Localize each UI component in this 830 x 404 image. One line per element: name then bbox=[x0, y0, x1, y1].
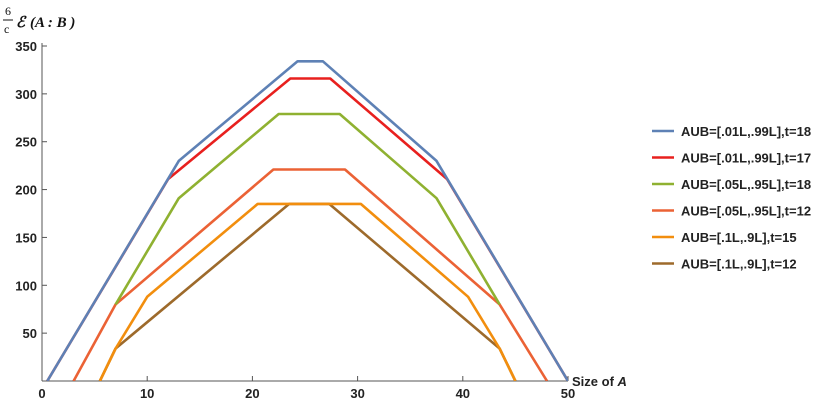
x-tick-label: 0 bbox=[38, 386, 45, 401]
legend: AUB=[.01L,.99L],t=18 AUB=[.01L,.99L],t=17… bbox=[652, 124, 811, 272]
legend-item-4: AUB=[.05L,.95L],t=12 bbox=[652, 204, 811, 219]
series-line-1 bbox=[46, 60, 568, 381]
y-axis-label-symbol: ℰ bbox=[16, 15, 27, 31]
legend-item-6: AUB=[.1L,.9L],t=12 bbox=[652, 257, 797, 272]
x-axis-title-prefix: Size of bbox=[572, 374, 618, 389]
y-tick-label: 200 bbox=[15, 183, 37, 198]
x-tick-label: 10 bbox=[140, 386, 154, 401]
legend-item-5: AUB=[.1L,.9L],t=15 bbox=[652, 230, 797, 245]
x-axis-title: Size of A bbox=[572, 374, 627, 389]
legend-item-2: AUB=[.01L,.99L],t=17 bbox=[652, 151, 811, 166]
legend-label: AUB=[.05L,.95L],t=18 bbox=[681, 177, 811, 192]
legend-label: AUB=[.1L,.9L],t=12 bbox=[681, 257, 797, 272]
plot-lines bbox=[46, 60, 568, 381]
series-line-3 bbox=[114, 112, 501, 306]
x-tick-label: 20 bbox=[245, 386, 259, 401]
series-line-6 bbox=[98, 202, 517, 381]
x-tick-label: 30 bbox=[350, 386, 364, 401]
axes bbox=[41, 43, 568, 382]
series-line-5 bbox=[98, 202, 517, 381]
legend-label: AUB=[.05L,.95L],t=12 bbox=[681, 204, 811, 219]
legend-item-3: AUB=[.05L,.95L],t=18 bbox=[652, 177, 811, 192]
legend-item-1: AUB=[.01L,.99L],t=18 bbox=[652, 124, 811, 139]
x-axis-title-var: A bbox=[617, 374, 627, 389]
legend-label: AUB=[.01L,.99L],t=18 bbox=[681, 124, 811, 139]
series-line-2 bbox=[46, 77, 568, 381]
y-tick-label: 50 bbox=[23, 326, 37, 341]
x-tick-label: 50 bbox=[561, 386, 575, 401]
legend-label: AUB=[.01L,.99L],t=17 bbox=[681, 151, 811, 166]
y-ticks: 50 100 150 200 250 300 350 bbox=[15, 39, 47, 341]
y-tick-label: 100 bbox=[15, 278, 37, 293]
y-tick-label: 350 bbox=[15, 39, 37, 54]
y-tick-label: 150 bbox=[15, 230, 37, 245]
series-line-4 bbox=[72, 168, 549, 381]
y-axis-label-text: (A : B ) bbox=[30, 15, 75, 31]
y-tick-label: 300 bbox=[15, 87, 37, 102]
y-tick-label: 250 bbox=[15, 135, 37, 150]
x-tick-label: 40 bbox=[456, 386, 470, 401]
legend-label: AUB=[.1L,.9L],t=15 bbox=[681, 230, 797, 245]
y-axis-label: 6 c ℰ (A : B ) bbox=[3, 4, 75, 36]
y-axis-label-frac-numerator: 6 bbox=[5, 4, 11, 18]
y-axis-label-frac-denominator: c bbox=[4, 22, 9, 36]
x-ticks: 0 10 20 30 40 50 bbox=[38, 376, 575, 401]
